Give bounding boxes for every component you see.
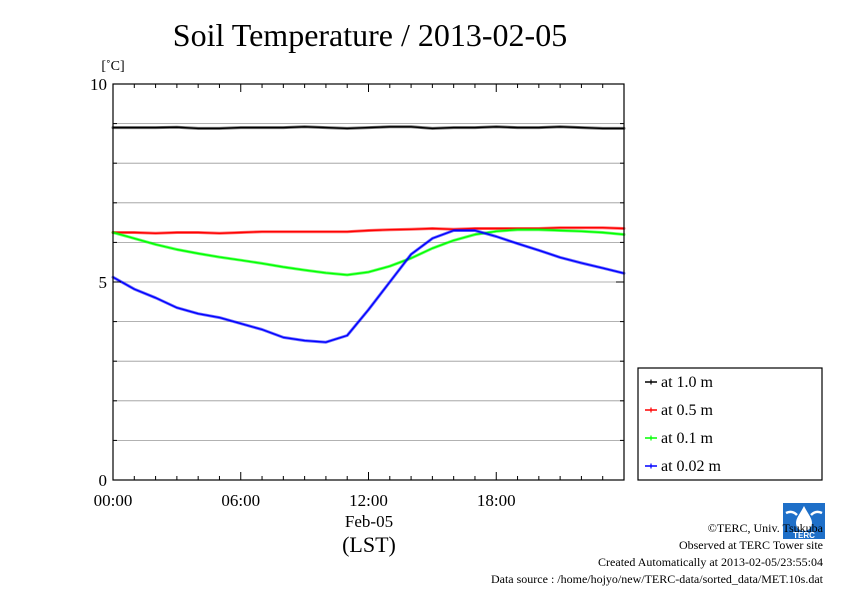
legend-label: at 0.1 m xyxy=(661,430,714,447)
series-line-at-0-02-m xyxy=(112,229,625,343)
x-tick-label: 06:00 xyxy=(221,491,260,510)
logo-text: TERC xyxy=(793,531,815,539)
y-tick-label: 5 xyxy=(99,273,108,292)
series-line-halo-at-0-02-m xyxy=(111,229,626,344)
series-line-at-1-0-m xyxy=(113,126,624,130)
copyright-text: ©TERC, Univ. Tsukuba xyxy=(707,521,823,535)
observed-site-text: Observed at TERC Tower site xyxy=(678,538,823,552)
data-source-text: Data source : /home/hojyo/new/TERC-data/… xyxy=(490,572,823,586)
chart-title: Soil Temperature / 2013-02-05 xyxy=(173,17,567,53)
legend-label: at 1.0 m xyxy=(661,374,714,391)
y-axis-unit-label: [˚C] xyxy=(101,59,124,74)
terc-logo-icon: TERC xyxy=(783,503,825,540)
y-tick-label: 0 xyxy=(99,471,108,490)
series-line-at-0-1-m xyxy=(112,228,625,276)
x-tick-label: 18:00 xyxy=(477,491,516,510)
y-tick-label: 10 xyxy=(90,75,107,94)
x-tick-label: 12:00 xyxy=(349,491,388,510)
x-tick-label: 00:00 xyxy=(94,491,133,510)
x-axis-date-label: Feb-05 xyxy=(345,512,393,531)
legend-label: at 0.5 m xyxy=(661,402,714,419)
horizontal-gridlines xyxy=(113,123,624,441)
x-axis-ticks: 00:00 06:00 12:00 18:00 xyxy=(94,84,625,510)
legend: at 1.0 m at 0.5 m at 0.1 m at 0.02 m xyxy=(637,367,823,481)
y-axis-ticks: 0 5 10 xyxy=(90,75,624,490)
x-axis-label: (LST) xyxy=(342,532,396,557)
series-lines xyxy=(111,125,626,344)
legend-label: at 0.02 m xyxy=(661,458,722,475)
legend-box xyxy=(637,367,823,481)
created-timestamp-text: Created Automatically at 2013-02-05/23:5… xyxy=(598,555,823,569)
